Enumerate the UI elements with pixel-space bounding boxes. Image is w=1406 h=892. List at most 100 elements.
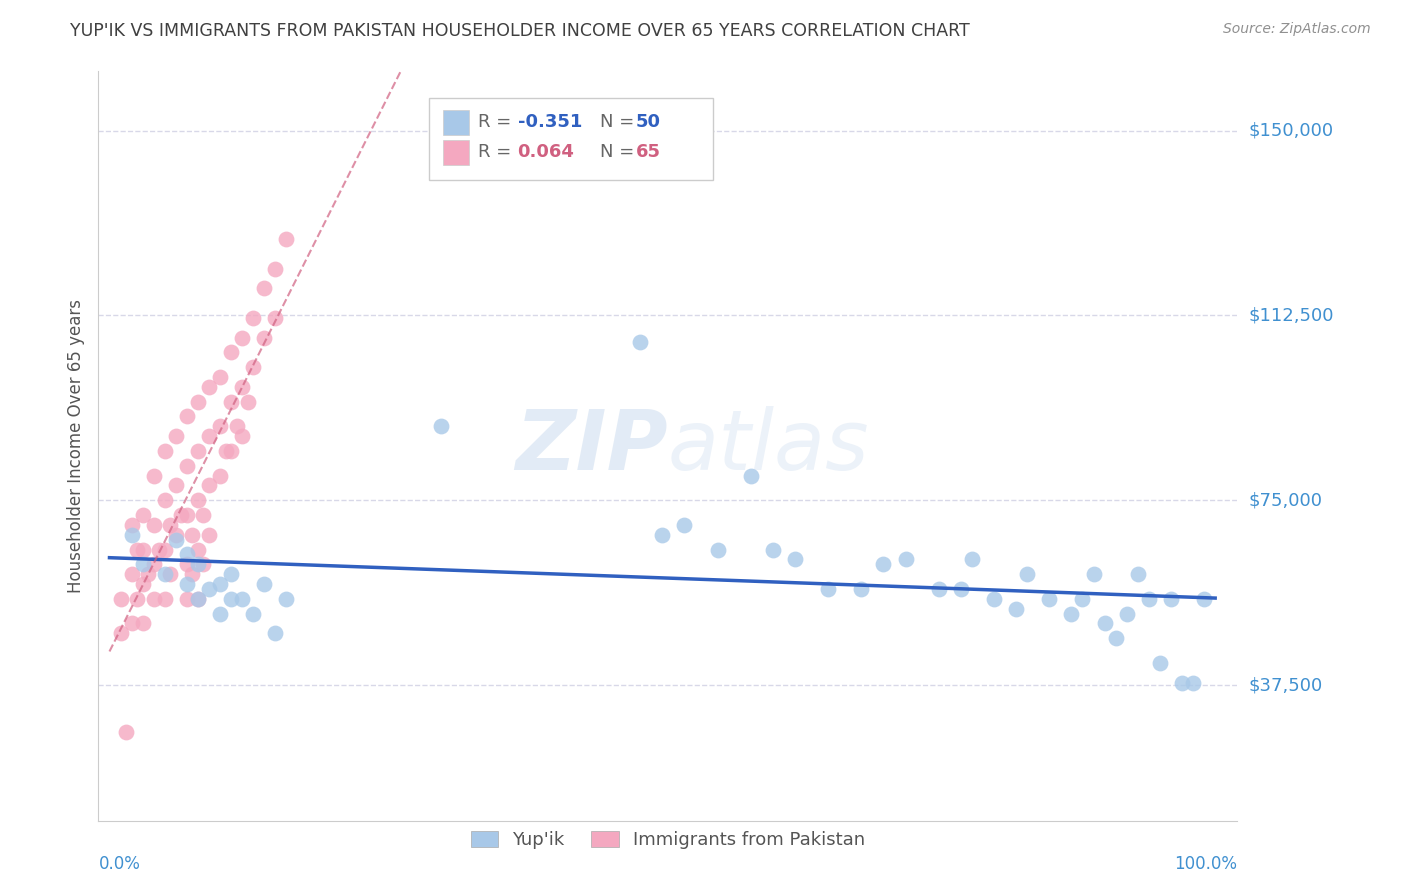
Point bbox=[198, 380, 221, 394]
Point bbox=[131, 616, 153, 631]
Text: 0.0%: 0.0% bbox=[98, 855, 141, 873]
Point bbox=[165, 533, 187, 547]
Point bbox=[115, 725, 138, 739]
Text: $75,000: $75,000 bbox=[1249, 491, 1323, 509]
Point bbox=[187, 542, 209, 557]
Point bbox=[153, 444, 176, 458]
Point bbox=[1126, 567, 1149, 582]
Point bbox=[231, 429, 253, 443]
Point bbox=[740, 468, 762, 483]
Point bbox=[231, 330, 253, 344]
Bar bbox=[443, 111, 468, 135]
Point bbox=[165, 429, 187, 443]
Text: R =: R = bbox=[478, 113, 516, 131]
Point bbox=[1182, 675, 1205, 690]
Point bbox=[960, 552, 983, 566]
Point bbox=[198, 429, 221, 443]
Point bbox=[817, 582, 839, 596]
Point bbox=[198, 478, 221, 492]
Point bbox=[253, 577, 276, 591]
Text: 50: 50 bbox=[636, 113, 661, 131]
Point bbox=[983, 591, 1005, 606]
Legend: Yup'ik, Immigrants from Pakistan: Yup'ik, Immigrants from Pakistan bbox=[464, 824, 872, 856]
Text: 65: 65 bbox=[636, 144, 661, 161]
Text: R =: R = bbox=[478, 144, 516, 161]
Point bbox=[706, 542, 728, 557]
Point bbox=[242, 360, 264, 375]
Text: ZIP: ZIP bbox=[515, 406, 668, 486]
Point bbox=[219, 591, 242, 606]
Point bbox=[142, 558, 165, 572]
Point bbox=[121, 616, 143, 631]
Point bbox=[1038, 591, 1060, 606]
Point bbox=[209, 419, 232, 434]
Point bbox=[153, 493, 176, 508]
Point bbox=[894, 552, 917, 566]
Text: Source: ZipAtlas.com: Source: ZipAtlas.com bbox=[1223, 22, 1371, 37]
Point bbox=[165, 478, 187, 492]
Text: atlas: atlas bbox=[668, 406, 869, 486]
Point bbox=[187, 493, 209, 508]
Point bbox=[949, 582, 972, 596]
Point bbox=[131, 558, 153, 572]
Point bbox=[1060, 607, 1083, 621]
Point bbox=[193, 558, 215, 572]
Point bbox=[851, 582, 873, 596]
Point bbox=[209, 468, 232, 483]
Text: N =: N = bbox=[599, 144, 640, 161]
Point bbox=[165, 527, 187, 541]
Point bbox=[264, 261, 287, 276]
Point bbox=[872, 558, 894, 572]
Point bbox=[231, 591, 253, 606]
Point bbox=[153, 567, 176, 582]
Point bbox=[187, 558, 209, 572]
Point bbox=[1017, 567, 1039, 582]
Point bbox=[176, 508, 198, 522]
Point bbox=[1005, 601, 1028, 615]
Text: 0.064: 0.064 bbox=[517, 144, 575, 161]
Text: $37,500: $37,500 bbox=[1249, 676, 1323, 694]
Point bbox=[187, 591, 209, 606]
Point bbox=[628, 335, 651, 350]
Point bbox=[1104, 632, 1126, 646]
Point bbox=[264, 626, 287, 640]
Point bbox=[110, 626, 132, 640]
Point bbox=[928, 582, 950, 596]
Point bbox=[1094, 616, 1116, 631]
Point bbox=[153, 542, 176, 557]
Point bbox=[176, 548, 198, 562]
Point bbox=[127, 542, 149, 557]
Point bbox=[276, 232, 298, 246]
Point bbox=[264, 310, 287, 325]
Point bbox=[1149, 656, 1171, 670]
Text: N =: N = bbox=[599, 113, 640, 131]
Point bbox=[176, 558, 198, 572]
Point bbox=[136, 567, 159, 582]
Point bbox=[176, 591, 198, 606]
Point bbox=[253, 330, 276, 344]
Point bbox=[153, 591, 176, 606]
Point bbox=[142, 591, 165, 606]
Point bbox=[193, 508, 215, 522]
Text: $112,500: $112,500 bbox=[1249, 306, 1334, 325]
Point bbox=[1115, 607, 1137, 621]
Point bbox=[209, 607, 232, 621]
Text: -0.351: -0.351 bbox=[517, 113, 582, 131]
Bar bbox=[443, 140, 468, 165]
Point bbox=[121, 517, 143, 532]
Point bbox=[783, 552, 806, 566]
Point bbox=[181, 567, 204, 582]
Point bbox=[159, 517, 181, 532]
Point bbox=[131, 542, 153, 557]
Point bbox=[236, 394, 259, 409]
Point bbox=[159, 567, 181, 582]
Point bbox=[219, 567, 242, 582]
Point bbox=[253, 281, 276, 295]
Point bbox=[121, 567, 143, 582]
Point bbox=[225, 419, 247, 434]
Point bbox=[1071, 591, 1094, 606]
Point bbox=[673, 517, 696, 532]
Point bbox=[121, 527, 143, 541]
Point bbox=[209, 370, 232, 384]
Point bbox=[142, 517, 165, 532]
